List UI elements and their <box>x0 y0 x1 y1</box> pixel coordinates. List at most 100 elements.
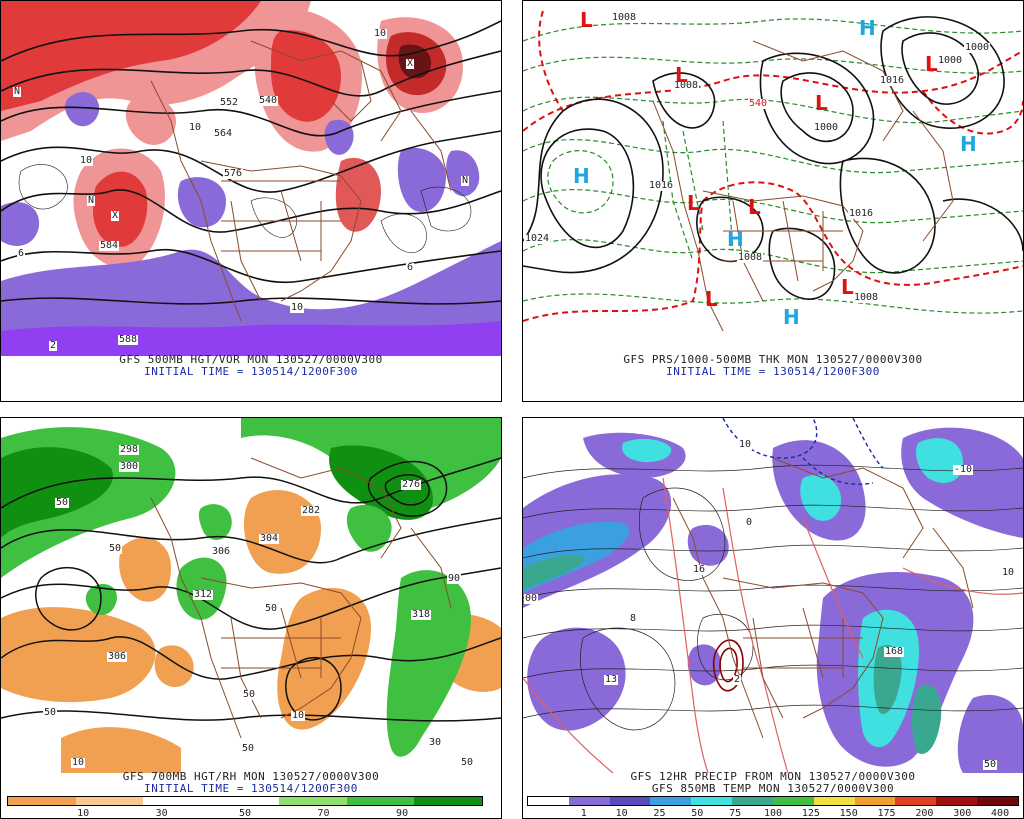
contour-label: 00 <box>524 593 539 604</box>
panel-pressure-thickness: 1008 1008 1000 1000 1016 1024 1016 1008 … <box>522 0 1024 402</box>
height-contours <box>1 20 501 305</box>
contour-label: 10 <box>291 710 306 721</box>
contour-label: 584 <box>99 240 120 251</box>
high-pressure-marker: H <box>859 16 876 40</box>
isobar-label: 1016 <box>848 208 875 219</box>
low-pressure-marker: L <box>580 8 593 32</box>
contour-label: N <box>461 175 470 186</box>
colorbar-swatch <box>977 797 1018 805</box>
thickness-label: 540 <box>748 98 769 109</box>
contour-label: 306 <box>107 651 128 662</box>
high-pressure-marker: H <box>727 227 744 251</box>
panel-caption-line1: GFS PRS/1000-500MB THK MON 130527/0000V3… <box>623 353 923 366</box>
panel-caption-line2: INITIAL TIME = 130514/1200F300 <box>666 365 880 378</box>
low-pressure-marker: L <box>925 52 938 76</box>
contour-label: 50 <box>241 743 256 754</box>
contour-label: 50 <box>983 759 998 770</box>
contour-label: 16 <box>692 564 707 575</box>
isobar-label: 1008 <box>853 292 880 303</box>
contour-label: 50 <box>264 603 279 614</box>
high-pressure-marker: H <box>960 132 977 156</box>
contour-label: 312 <box>193 589 214 600</box>
contour-label: 576 <box>223 168 244 179</box>
rh-colorbar <box>7 796 483 806</box>
vorticity-thin-contours <box>18 164 472 253</box>
rh-moist-fill <box>1 418 501 757</box>
panel-caption-line2: INITIAL TIME = 130514/1200F300 <box>144 782 358 795</box>
map-700mb <box>1 418 501 773</box>
high-pressure-marker: H <box>573 164 590 188</box>
contour-label: 564 <box>213 128 234 139</box>
colorbar-tick-label: 100 <box>763 808 783 819</box>
contour-label: 10 <box>1001 567 1016 578</box>
colorbar-swatch <box>936 797 978 805</box>
vorticity-purple-fill <box>1 91 501 356</box>
contour-label: 2 <box>733 674 742 685</box>
contour-label: 30 <box>428 737 443 748</box>
contour-label: 90 <box>447 573 462 584</box>
contour-label: 552 <box>219 97 240 108</box>
warm-contours <box>523 477 1023 773</box>
colorbar-tick-label: 175 <box>877 808 896 819</box>
contour-label: 50 <box>460 757 475 768</box>
panel-caption-line2: INITIAL TIME = 130514/1200F300 <box>144 365 358 378</box>
isobar-label: 1024 <box>524 233 551 244</box>
hot-core-contours <box>712 639 744 692</box>
contour-label: 50 <box>108 543 123 554</box>
colorbar-swatch <box>568 797 610 805</box>
low-pressure-marker: L <box>687 191 700 215</box>
freezing-line-dashed <box>722 418 884 485</box>
panel-caption-line1: GFS 700MB HGT/RH MON 130527/0000V300 <box>122 770 380 783</box>
colorbar-swatch <box>8 797 76 805</box>
colorbar-swatch <box>278 797 347 805</box>
isobar-label: 1008 <box>673 80 700 91</box>
map-pressure-thickness <box>523 1 1023 356</box>
contour-label: 10 <box>373 28 388 39</box>
colorbar-tick-label: 50 <box>691 808 704 819</box>
colorbar-swatch <box>414 797 483 805</box>
colorbar-tick-label: 10 <box>615 808 628 819</box>
colorbar-swatch <box>772 797 814 805</box>
contour-label: N <box>87 195 96 206</box>
colorbar-swatch <box>895 797 937 805</box>
low-pressure-marker: L <box>815 91 828 115</box>
contour-label: 304 <box>259 533 280 544</box>
precip-colorbar <box>527 796 1019 806</box>
isobar-label: 1008 <box>611 12 638 23</box>
thickness-dashed-red <box>523 10 1023 322</box>
map-500mb <box>1 1 501 356</box>
contour-label: 2 <box>49 340 58 351</box>
low-pressure-marker: L <box>841 275 854 299</box>
contour-label: 298 <box>119 444 140 455</box>
contour-label: 318 <box>411 609 432 620</box>
isobar-label: 1008 <box>737 252 764 263</box>
height-contours <box>1 457 501 722</box>
contour-label: 306 <box>211 546 232 557</box>
colorbar-tick-label: 400 <box>991 808 1010 819</box>
contour-label: 6 <box>17 248 26 259</box>
isobar-label: 1016 <box>648 180 675 191</box>
colorbar-swatch <box>813 797 855 805</box>
contour-label: 10 <box>290 302 305 313</box>
colorbar-tick-label: 300 <box>953 808 972 819</box>
colorbar-swatch <box>143 797 212 805</box>
colorbar-tick-label: 30 <box>155 808 168 819</box>
contour-label: 0 <box>745 517 754 528</box>
precip-fill <box>523 427 1023 773</box>
colorbar-swatch <box>650 797 692 805</box>
colorbar-tick-label: 1 <box>580 808 587 819</box>
contour-label: 50 <box>242 689 257 700</box>
colorbar-swatch <box>854 797 896 805</box>
high-pressure-marker: H <box>783 305 800 329</box>
colorbar-swatch <box>75 797 144 805</box>
contour-label: 168 <box>884 646 905 657</box>
isobar-label: 1000 <box>937 55 964 66</box>
contour-label: 10 <box>79 155 94 166</box>
contour-label: N <box>13 86 22 97</box>
colorbar-tick-label: 90 <box>396 808 409 819</box>
colorbar-swatch <box>346 797 415 805</box>
contour-label: 10 <box>188 122 203 133</box>
panel-caption-line2: GFS 850MB TEMP MON 130527/0000V300 <box>651 782 895 795</box>
contour-label: X <box>111 210 120 221</box>
contour-label: 276 <box>401 479 422 490</box>
